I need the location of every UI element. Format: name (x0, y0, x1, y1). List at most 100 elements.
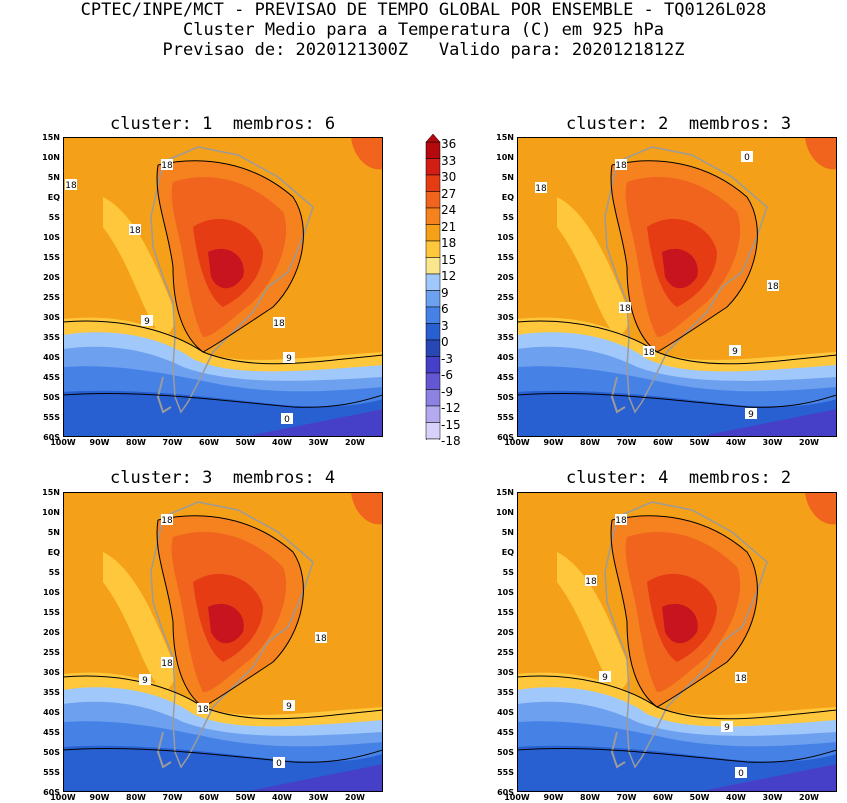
colorbar-swatch (425, 422, 441, 440)
colorbar-swatch (425, 290, 441, 308)
lat-label: 50S (497, 393, 514, 402)
lat-label: 50S (497, 748, 514, 757)
lat-label: 30S (43, 668, 60, 677)
svg-text:9: 9 (724, 723, 730, 733)
lon-label: 90W (89, 793, 110, 802)
contour-label: 18 (161, 159, 173, 171)
lat-label: 40S (497, 353, 514, 362)
contour-label: 18 (129, 224, 141, 236)
lon-label: 30W (308, 793, 329, 802)
svg-text:9: 9 (142, 676, 148, 686)
contour-label: 18 (585, 575, 597, 587)
lat-label: 5N (47, 173, 60, 182)
colorbar-swatch (425, 257, 441, 275)
lat-label: 5N (501, 173, 514, 182)
colorbar-top-arrow (425, 134, 441, 143)
lon-label: 40W (272, 793, 292, 802)
lon-label: 50W (689, 793, 710, 802)
lon-label: 60W (199, 793, 219, 802)
contour-label: 0 (741, 151, 753, 163)
lat-label: 40S (43, 708, 60, 717)
svg-text:18: 18 (535, 184, 547, 194)
temperature-map-3: 18 18 18 18 9 9 0 (63, 492, 383, 792)
colorbar-label: 3 (441, 318, 449, 333)
lon-label: 80W (126, 438, 146, 447)
lat-label: 25S (43, 293, 60, 302)
header-dates: Previsao de: 2020121300Z Valido para: 20… (162, 40, 685, 60)
colorbar-label: -3 (441, 351, 453, 366)
contour-label: 9 (729, 345, 741, 357)
lon-label: 60W (653, 793, 673, 802)
lat-label: 25S (497, 648, 514, 657)
lat-label: 50S (43, 748, 60, 757)
svg-text:18: 18 (65, 181, 77, 191)
lat-label: 10N (496, 508, 514, 517)
colorbar-swatch (425, 273, 441, 291)
colorbar-swatch (425, 191, 441, 209)
colorbar-swatch (425, 323, 441, 341)
contour-label: 18 (643, 346, 655, 358)
lon-label: 50W (689, 438, 710, 447)
svg-text:9: 9 (732, 347, 738, 357)
lon-label: 100W (50, 438, 76, 447)
colorbar-swatch (425, 224, 441, 242)
contour-label: 18 (735, 672, 747, 684)
svg-text:18: 18 (161, 516, 173, 526)
colorbar-label: -6 (441, 368, 453, 382)
lat-label: 45S (497, 728, 514, 737)
lon-label: 60W (199, 438, 219, 447)
temperature-map-2: 18 18 18 18 18 9 9 0 (517, 137, 837, 437)
contour-label: 18 (615, 514, 627, 526)
colorbar-label: 33 (441, 153, 457, 168)
lat-label: 20S (43, 273, 60, 282)
svg-text:18: 18 (735, 674, 747, 684)
svg-text:9: 9 (286, 702, 292, 712)
colorbar-label: 36 (441, 137, 457, 151)
colorbar-swatch (425, 240, 441, 258)
header-subtitle: Cluster Medio para a Temperatura (C) em … (182, 20, 665, 40)
colorbar-swatch (425, 372, 441, 390)
lat-label: 5S (48, 213, 60, 222)
lat-label: 55S (497, 413, 514, 422)
lat-label: 35S (497, 333, 514, 342)
lat-label: 10S (497, 233, 514, 242)
lat-label: 10S (43, 233, 60, 242)
lat-label: 15S (497, 253, 514, 262)
svg-text:9: 9 (144, 317, 150, 327)
lat-label: 10S (497, 588, 514, 597)
lat-label: 30S (497, 668, 514, 677)
contour-label: 18 (161, 657, 173, 669)
lon-label: 40W (726, 438, 746, 447)
lat-label: 40S (43, 353, 60, 362)
contour-label: 9 (745, 408, 757, 420)
colorbar-swatch (425, 158, 441, 176)
colorbar-label: -12 (441, 401, 461, 415)
lat-label: 20S (497, 628, 514, 637)
svg-text:18: 18 (767, 282, 779, 292)
colorbar-label: 0 (441, 335, 449, 349)
lat-label: 60S (43, 433, 60, 442)
lon-label: 100W (504, 793, 530, 802)
lon-label: 80W (580, 438, 600, 447)
lat-label: 20S (43, 628, 60, 637)
svg-text:18: 18 (619, 304, 631, 314)
colorbar-swatch (425, 405, 441, 423)
lat-label: 5S (48, 568, 60, 577)
lon-label: 50W (235, 793, 256, 802)
lon-label: 30W (762, 793, 783, 802)
colorbar-label: 15 (441, 252, 457, 267)
lat-label: 30S (43, 313, 60, 322)
lat-label: 25S (43, 648, 60, 657)
lat-label: 60S (497, 788, 514, 797)
colorbar-swatch (425, 141, 441, 159)
lat-label: 10N (42, 508, 60, 517)
colorbar-swatch (425, 339, 441, 357)
svg-text:18: 18 (197, 705, 209, 715)
colorbar-label: 30 (441, 170, 457, 184)
colorbar-swatch (425, 356, 441, 374)
lon-label: 20W (345, 793, 365, 802)
contour-label: 18 (65, 179, 77, 191)
lon-label: 70W (616, 793, 637, 802)
lat-label: 45S (497, 373, 514, 382)
svg-text:18: 18 (643, 348, 655, 358)
